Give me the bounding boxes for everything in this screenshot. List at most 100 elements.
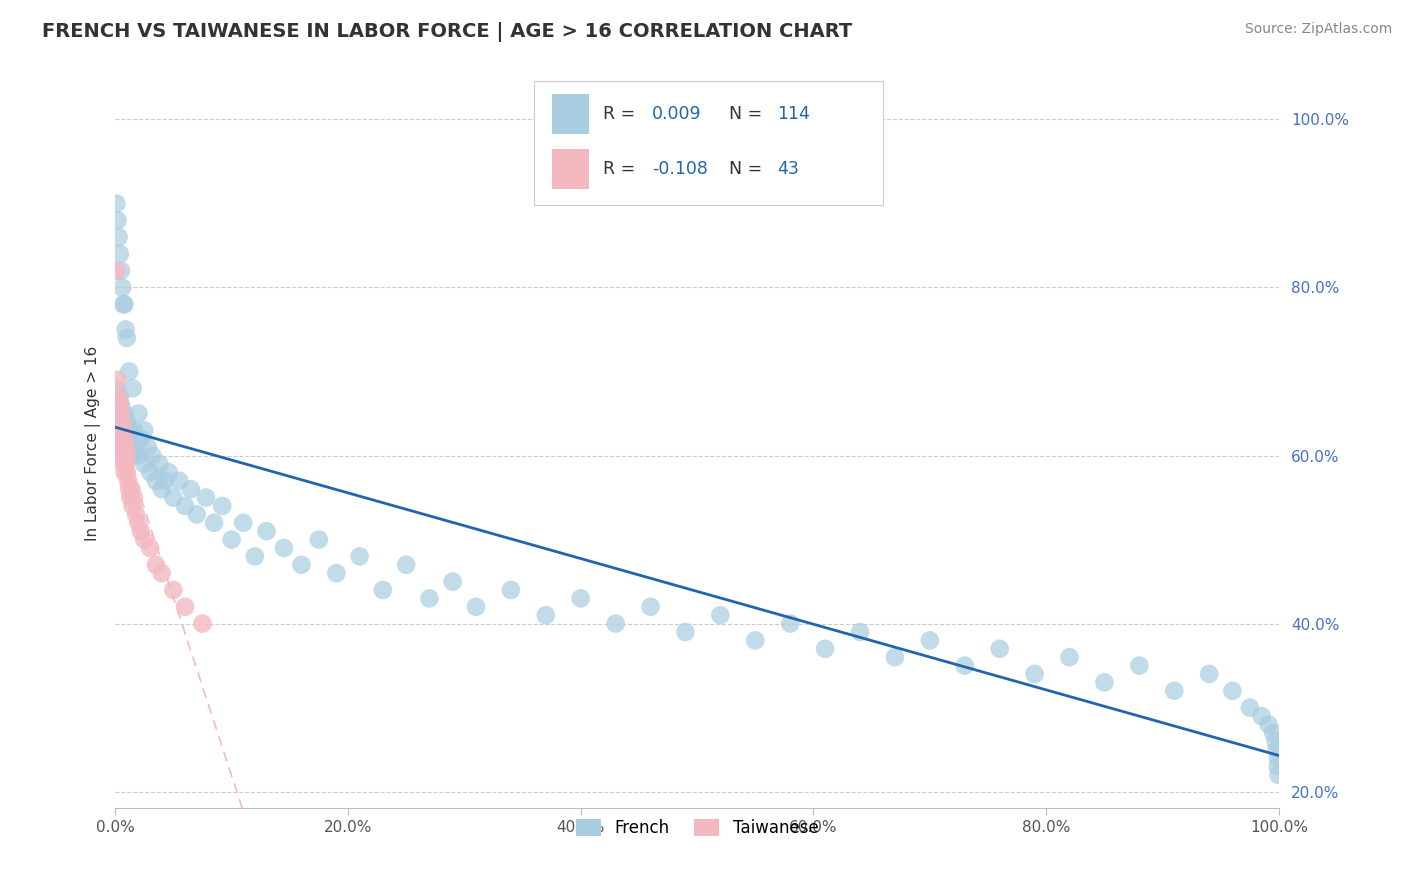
Point: [1222, 683, 1244, 698]
Point: [371, 582, 394, 597]
Point: [918, 633, 941, 648]
Point: [1257, 717, 1279, 731]
Point: [308, 533, 330, 547]
Point: [108, 390, 131, 404]
Point: [110, 449, 132, 463]
Point: [115, 432, 138, 446]
Point: [111, 449, 134, 463]
Legend: French, Taiwanese: French, Taiwanese: [569, 813, 825, 844]
Point: [1198, 667, 1220, 681]
Point: [117, 449, 139, 463]
Point: [162, 582, 184, 597]
Point: [111, 440, 134, 454]
Point: [325, 566, 347, 581]
Point: [849, 625, 872, 640]
Point: [117, 474, 139, 488]
Point: [157, 466, 180, 480]
Point: [136, 440, 159, 454]
Point: [114, 432, 136, 446]
Point: [709, 608, 731, 623]
Point: [110, 415, 132, 429]
Point: [1263, 726, 1285, 740]
Point: [114, 423, 136, 437]
Text: R =: R =: [603, 105, 641, 123]
Point: [1059, 650, 1081, 665]
Point: [112, 297, 135, 311]
Point: [121, 449, 143, 463]
Point: [953, 658, 976, 673]
Point: [1267, 768, 1289, 782]
Point: [112, 449, 135, 463]
Point: [145, 558, 167, 572]
Point: [256, 524, 278, 538]
Point: [121, 432, 143, 446]
Point: [1239, 700, 1261, 714]
Point: [110, 423, 132, 437]
Point: [105, 263, 128, 277]
Point: [115, 331, 138, 345]
Point: [107, 407, 129, 421]
Y-axis label: In Labor Force | Age > 16: In Labor Force | Age > 16: [86, 345, 101, 541]
Point: [395, 558, 418, 572]
Point: [1267, 759, 1289, 773]
Point: [162, 491, 184, 505]
Point: [232, 516, 254, 530]
Point: [675, 625, 697, 640]
Text: 114: 114: [778, 105, 810, 123]
Point: [114, 457, 136, 471]
Point: [115, 466, 138, 480]
Point: [107, 407, 129, 421]
Point: [418, 591, 440, 606]
Point: [1265, 742, 1288, 756]
Point: [127, 516, 149, 530]
Point: [1163, 683, 1185, 698]
Point: [139, 466, 162, 480]
Point: [534, 608, 557, 623]
Point: [290, 558, 312, 572]
Point: [114, 466, 136, 480]
Point: [112, 457, 135, 471]
Text: R =: R =: [603, 160, 641, 178]
Point: [108, 440, 131, 454]
Point: [194, 491, 217, 505]
Point: [110, 432, 132, 446]
Point: [134, 533, 156, 547]
Point: [155, 474, 177, 488]
Text: N =: N =: [728, 160, 768, 178]
Point: [114, 440, 136, 454]
Point: [127, 407, 149, 421]
Text: Source: ZipAtlas.com: Source: ZipAtlas.com: [1244, 22, 1392, 37]
Point: [120, 440, 142, 454]
Point: [111, 432, 134, 446]
Point: [115, 415, 138, 429]
Point: [134, 457, 156, 471]
Point: [107, 407, 129, 421]
Point: [114, 322, 136, 336]
Point: [105, 398, 128, 412]
Point: [129, 432, 152, 446]
Point: [148, 457, 170, 471]
Point: [107, 423, 129, 437]
Point: [105, 196, 128, 211]
Point: [150, 566, 173, 581]
Point: [107, 415, 129, 429]
Point: [1264, 734, 1286, 748]
Text: 0.009: 0.009: [652, 105, 702, 123]
Point: [180, 482, 202, 496]
Point: [134, 423, 156, 437]
Point: [108, 423, 131, 437]
Point: [114, 449, 136, 463]
Point: [125, 508, 148, 522]
Point: [273, 541, 295, 555]
Point: [211, 499, 233, 513]
Point: [605, 616, 627, 631]
Point: [122, 423, 145, 437]
Point: [114, 407, 136, 421]
Point: [129, 524, 152, 538]
Point: [107, 390, 129, 404]
Point: [174, 499, 197, 513]
Point: [111, 407, 134, 421]
Point: [107, 432, 129, 446]
Point: [118, 423, 141, 437]
Point: [108, 398, 131, 412]
